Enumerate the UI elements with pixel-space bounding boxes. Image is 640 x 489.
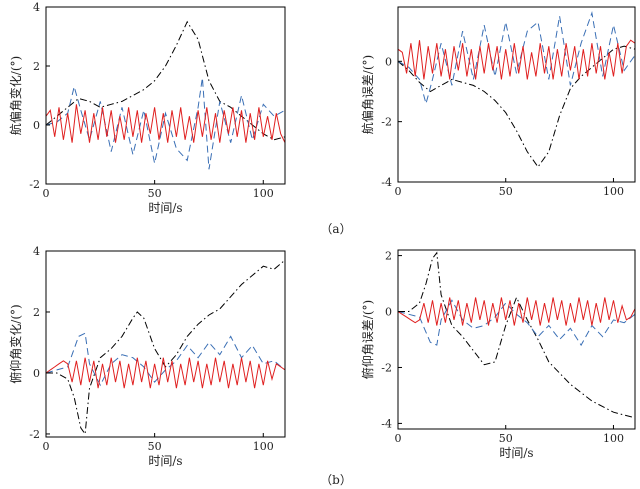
x-axis-label: 时间/s [499, 446, 533, 460]
y-tick-label: -4 [381, 417, 392, 430]
y-tick-label: -2 [29, 428, 40, 441]
plot-frame [397, 249, 636, 430]
y-tick-label: 0 [33, 367, 40, 380]
x-tick-label: 0 [395, 185, 402, 198]
caption-a: （a） [320, 222, 351, 236]
y-tick-label: 4 [33, 1, 40, 14]
plot-frame [45, 6, 286, 185]
series-line-dashed [46, 332, 285, 387]
x-tick-label: 50 [499, 432, 513, 445]
x-tick-label: 100 [253, 187, 274, 200]
y-axis-label: 俯仰角误差/(°) [360, 300, 375, 379]
y-tick-label: -2 [381, 116, 392, 129]
series-line-solid [46, 357, 285, 389]
x-tick-label: 0 [395, 432, 402, 445]
y-axis-label: 航偏角误差/(°) [360, 55, 375, 134]
y-tick-label: 2 [385, 250, 392, 263]
y-tick-label: 2 [33, 60, 40, 73]
x-tick-label: 100 [603, 185, 624, 198]
x-tick-label: 50 [148, 187, 162, 200]
series-line-dashed [46, 77, 285, 170]
plot-frame [397, 6, 636, 183]
series-line-dashdot [398, 45, 635, 168]
x-axis-label: 时间/s [148, 201, 182, 215]
y-tick-label: 4 [33, 245, 40, 258]
y-tick-label: -2 [29, 178, 40, 191]
series-line-solid [46, 104, 285, 143]
x-tick-label: 0 [43, 187, 50, 200]
y-axis-label: 俯仰角变化/(°) [8, 304, 23, 383]
y-tick-label: 0 [385, 306, 392, 319]
plot-frame [45, 250, 286, 438]
series-line-dashdot [398, 251, 635, 419]
series-line-solid [398, 39, 635, 80]
series-line-solid [398, 297, 635, 326]
series-line-dashdot [46, 259, 285, 436]
y-tick-label: 2 [33, 306, 40, 319]
x-tick-label: 0 [43, 440, 50, 453]
x-axis-label: 时间/s [148, 454, 182, 468]
x-tick-label: 100 [253, 440, 274, 453]
x-tick-label: 50 [499, 185, 513, 198]
chart-panel-4: 0 50 100 -4 -2 0 2 时间/s 俯仰角误差/(°) [360, 249, 636, 460]
x-tick-label: 50 [148, 440, 162, 453]
series-line-dashed [398, 11, 635, 106]
y-tick-label: -4 [381, 176, 392, 189]
y-axis-label: 航偏角变化/(°) [8, 56, 23, 135]
series-line-dashdot [46, 20, 285, 141]
y-tick-label: 0 [385, 55, 392, 68]
chart-panel-2: 0 50 100 -4 -2 0 航偏角误差/(°) [360, 6, 636, 198]
x-tick-label: 100 [603, 432, 624, 445]
y-tick-label: -2 [381, 361, 392, 374]
y-tick-label: 0 [33, 119, 40, 132]
caption-b: （b） [320, 473, 352, 487]
